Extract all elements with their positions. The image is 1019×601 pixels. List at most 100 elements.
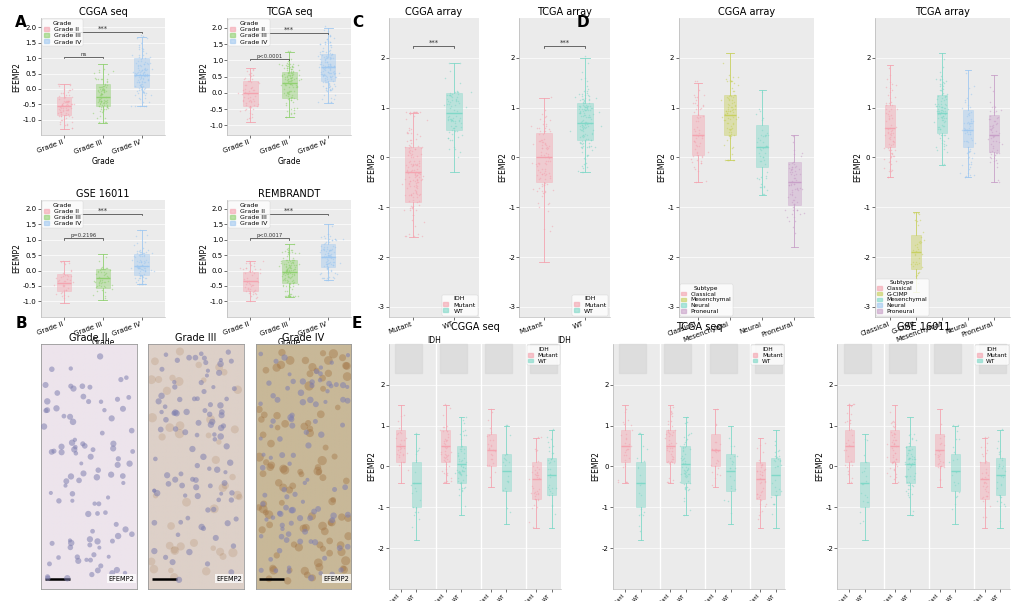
Point (575, 106, 591, 115)
Point (400, 144, 417, 153)
Y-axis label: EFEMP2: EFEMP2 (199, 62, 208, 91)
Point (993, 453, 1009, 463)
Point (315, 273, 331, 282)
Point (721, 114, 738, 124)
Point (204, 417, 220, 427)
Point (542, 115, 558, 125)
Point (882, 457, 899, 466)
Point (972, 442, 988, 452)
Point (974, 496, 990, 506)
Title: Grade II: Grade II (69, 333, 108, 343)
Point (757, 141, 773, 151)
Point (986, 119, 1003, 129)
Point (957, 136, 973, 145)
Point (213, 423, 229, 433)
Point (880, 145, 897, 154)
Point (480, 430, 496, 440)
Point (304, 377, 320, 387)
Point (405, 153, 421, 162)
Point (311, 38, 327, 48)
Point (299, 570, 315, 580)
Title: GSE 16011: GSE 16011 (76, 189, 129, 199)
Point (990, 490, 1007, 499)
Point (281, 264, 298, 274)
Point (990, 461, 1007, 471)
Point (54, 281, 70, 290)
Point (157, 402, 173, 412)
Point (722, 76, 739, 86)
Point (663, 409, 680, 418)
Point (285, 239, 302, 249)
Point (321, 231, 337, 240)
Point (396, 191, 413, 200)
Point (392, 457, 409, 466)
Point (575, 132, 591, 142)
Point (314, 456, 330, 465)
Legend: Grade II, Grade III, Grade IV: Grade II, Grade III, Grade IV (228, 201, 269, 228)
Point (308, 366, 324, 376)
Point (577, 105, 593, 115)
Point (243, 78, 259, 87)
Point (447, 96, 464, 105)
Point (541, 174, 557, 183)
Point (284, 76, 301, 85)
Point (901, 445, 917, 455)
Point (64, 112, 81, 121)
Point (163, 566, 179, 575)
Point (793, 148, 809, 157)
Point (290, 75, 307, 85)
Point (572, 109, 588, 118)
Point (316, 273, 332, 283)
Point (956, 172, 972, 182)
Point (304, 511, 320, 521)
Point (572, 142, 588, 152)
Point (246, 104, 262, 114)
Point (574, 130, 590, 140)
Point (525, 488, 541, 498)
Point (793, 185, 809, 194)
Point (161, 541, 177, 551)
Point (254, 525, 270, 535)
Point (882, 127, 899, 136)
Point (579, 90, 595, 100)
Point (323, 245, 339, 254)
Point (133, 43, 150, 53)
Point (789, 183, 805, 192)
Point (537, 111, 553, 120)
Point (977, 491, 994, 501)
Point (881, 418, 898, 427)
Point (59, 119, 75, 129)
Point (281, 256, 298, 266)
Point (984, 120, 1001, 130)
Point (400, 179, 417, 189)
Point (408, 178, 424, 188)
Point (399, 229, 416, 239)
Point (93, 82, 109, 91)
Point (533, 150, 549, 160)
Point (237, 105, 254, 114)
Point (246, 85, 262, 95)
Point (437, 442, 453, 452)
Point (408, 429, 424, 438)
Point (324, 272, 340, 281)
Point (576, 154, 592, 163)
Point (530, 136, 546, 145)
Point (62, 535, 78, 545)
Text: ***: *** (284, 26, 294, 32)
Point (286, 93, 303, 103)
Point (616, 447, 633, 457)
Point (633, 490, 649, 500)
Point (755, 182, 771, 191)
Point (321, 85, 337, 95)
Point (635, 507, 651, 517)
Point (322, 64, 338, 73)
Point (530, 157, 546, 167)
Point (100, 103, 116, 112)
Point (530, 129, 546, 138)
Point (533, 143, 549, 153)
Point (458, 457, 474, 466)
Point (856, 463, 872, 473)
Point (692, 103, 708, 112)
Point (529, 495, 545, 504)
Point (934, 121, 951, 131)
